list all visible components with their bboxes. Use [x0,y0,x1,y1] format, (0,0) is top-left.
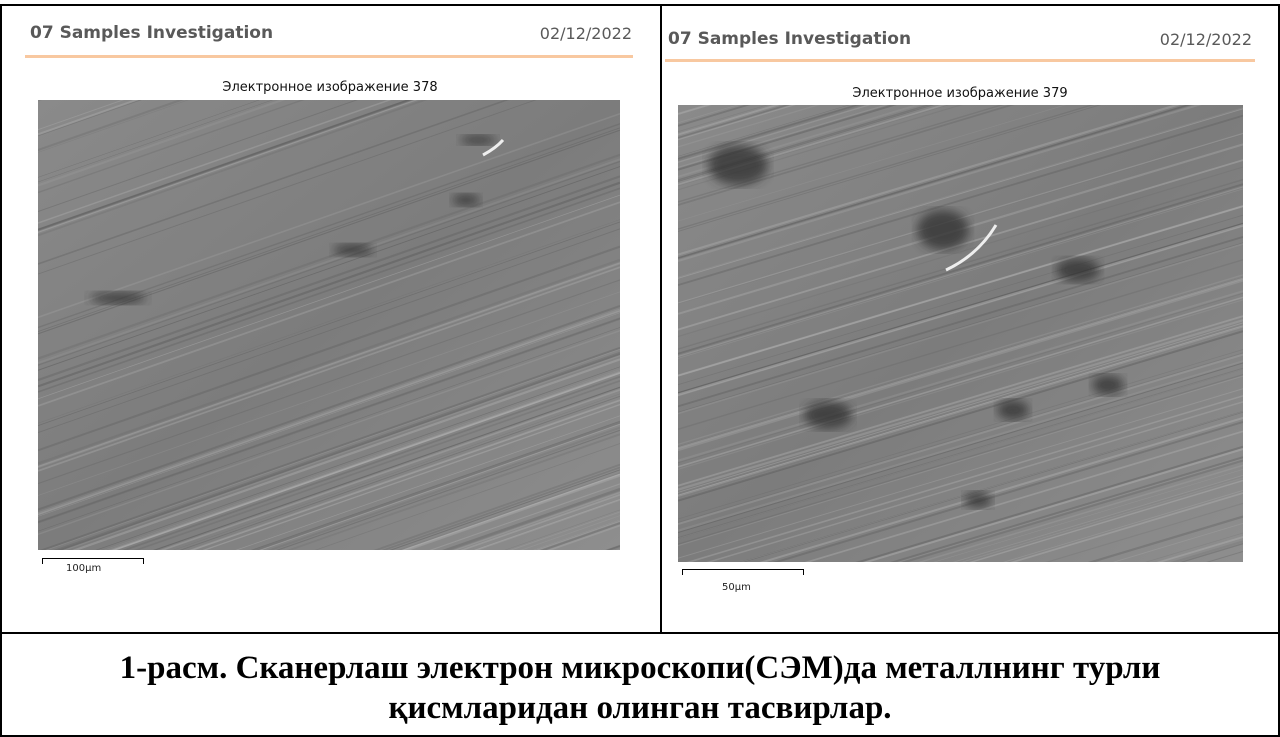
panel-header: 07 Samples Investigation [30,23,273,43]
page: 07 Samples Investigation 02/12/2022 Элек… [0,0,1280,736]
surface-defect [90,292,146,304]
scale-bar [682,569,804,575]
surface-defect [964,492,992,508]
scale-label: 50µm [722,582,751,593]
sem-image [678,105,1243,562]
panel-date: 02/12/2022 [1160,30,1252,49]
panel-date: 02/12/2022 [540,24,632,43]
surface-defect [460,135,496,145]
sem-image [38,100,620,550]
image-title: Электронное изображение 378 [222,80,437,95]
surface-defect [333,244,373,256]
surface-defect [1056,258,1100,282]
header-rule [665,59,1255,62]
surface-defect [997,400,1029,420]
surface-defect [708,145,768,185]
cell-divider [660,4,662,632]
surface-defect [452,194,480,206]
caption-line: қисмларидан олинган тасвирлар. [0,688,1280,728]
scale-label: 100µm [66,563,101,574]
caption-line: 1-расм. Сканерлаш электрон микроскопи(СЭ… [0,648,1280,688]
image-title: Электронное изображение 379 [852,86,1067,101]
panel-header: 07 Samples Investigation [668,29,911,49]
figure-caption: 1-расм. Сканерлаш электрон микроскопи(СЭ… [0,648,1280,728]
surface-defect [917,210,969,250]
row-divider [0,632,1280,634]
header-rule [25,55,633,58]
surface-defect [1092,375,1124,395]
surface-defect [804,401,852,429]
